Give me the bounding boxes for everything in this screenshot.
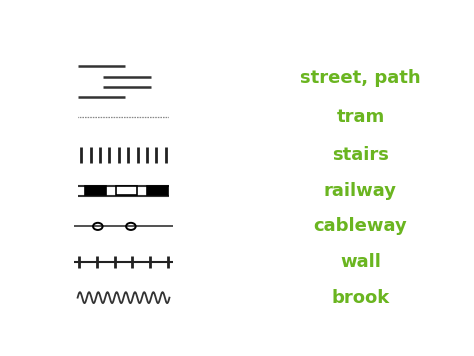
- Bar: [116, 186, 137, 195]
- Text: wall: wall: [340, 253, 381, 271]
- Bar: [147, 186, 168, 195]
- Bar: [85, 186, 106, 195]
- Text: stairs: stairs: [332, 146, 389, 164]
- Text: brook: brook: [331, 289, 390, 307]
- Text: railway: railway: [324, 182, 397, 200]
- Text: street, path: street, path: [300, 69, 421, 87]
- Text: tram: tram: [337, 108, 384, 126]
- Text: cableway: cableway: [314, 218, 407, 235]
